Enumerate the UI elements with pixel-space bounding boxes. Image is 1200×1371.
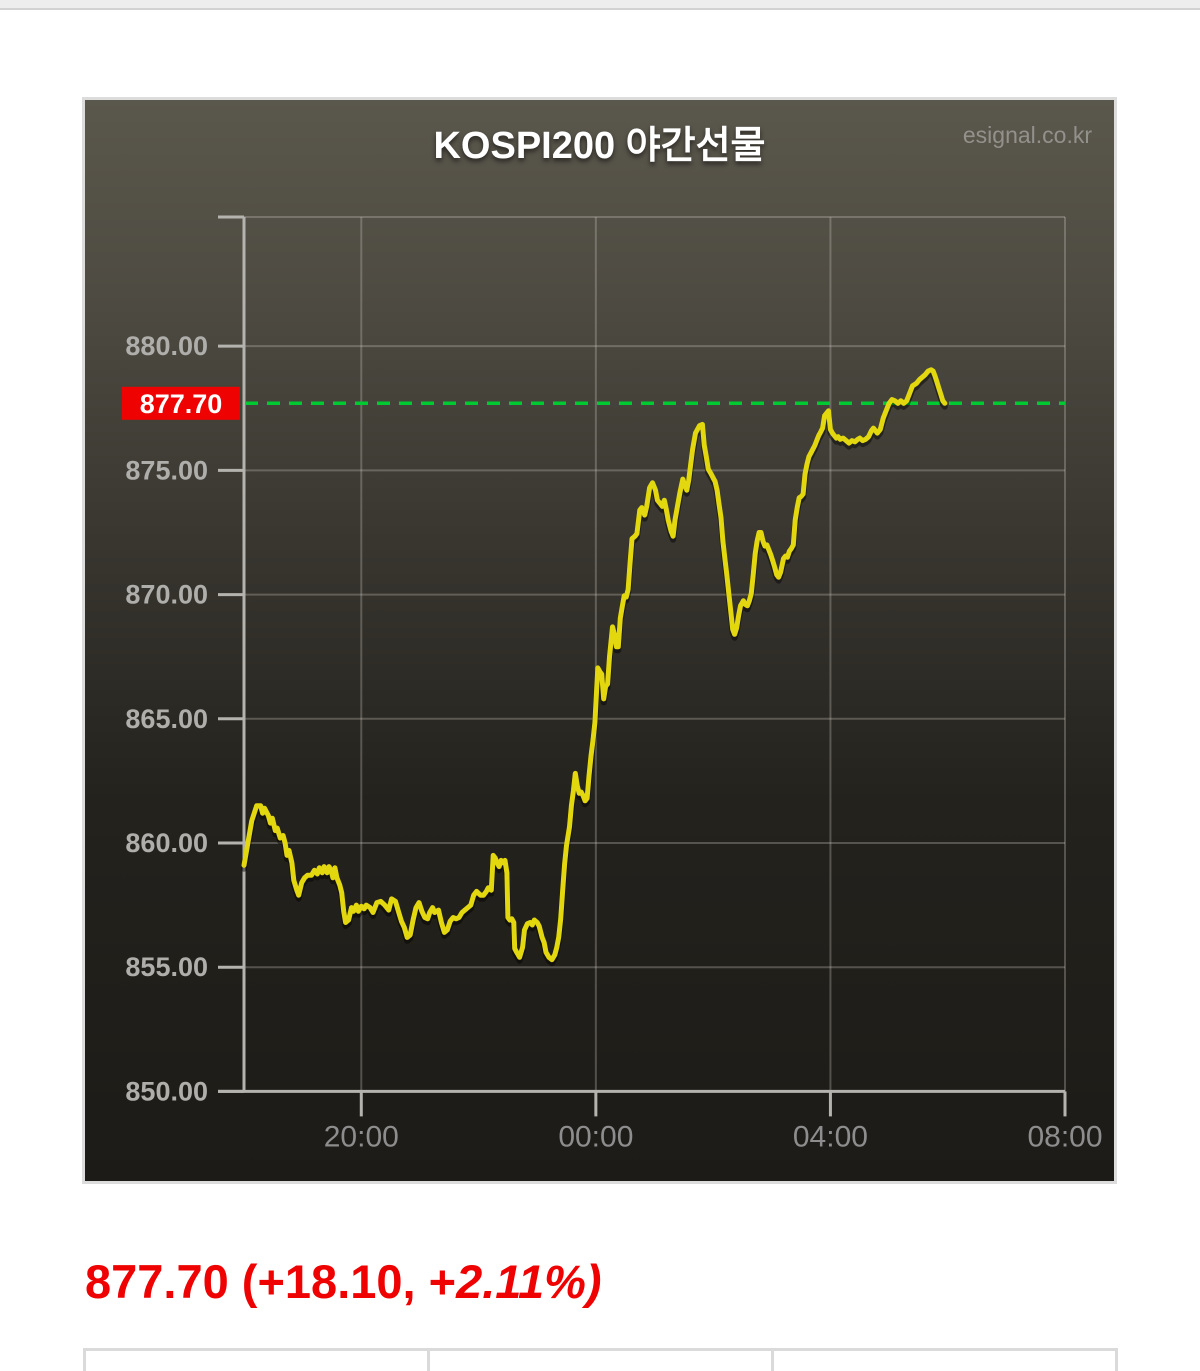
x-axis-label: 08:00 bbox=[1027, 1120, 1102, 1153]
chart-panel: KOSPI200 야간선물 esignal.co.kr 20:00 00:00 04… bbox=[82, 97, 1117, 1184]
x-axis-label: 04:00 bbox=[793, 1120, 868, 1153]
bottom-table-cell bbox=[430, 1351, 774, 1371]
x-axis-label: 00:00 bbox=[558, 1120, 633, 1153]
y-axis-label: 875.00 bbox=[125, 455, 208, 485]
chart-title: KOSPI200 야간선물 bbox=[433, 125, 766, 167]
price-summary-percent: 2.11%) bbox=[456, 1255, 602, 1308]
y-axis-label: 860.00 bbox=[125, 828, 208, 858]
bottom-table-cell bbox=[774, 1351, 1118, 1371]
price-summary: 877.70 (+18.10, +2.11%) bbox=[85, 1254, 602, 1309]
top-divider-bar bbox=[0, 0, 1200, 10]
price-line bbox=[241, 367, 948, 963]
price-summary-main: 877.70 (+18.10, + bbox=[85, 1255, 457, 1308]
y-axis-label: 850.00 bbox=[125, 1076, 208, 1106]
bottom-table bbox=[83, 1348, 1118, 1371]
y-axis-label: 880.00 bbox=[125, 331, 208, 361]
y-axis-label: 870.00 bbox=[125, 580, 208, 610]
bottom-table-cell bbox=[86, 1351, 430, 1371]
current-price-badge: 877.70 bbox=[140, 389, 223, 419]
x-axis-label: 20:00 bbox=[324, 1120, 399, 1153]
watermark-esignal: esignal.co.kr bbox=[962, 122, 1092, 148]
y-axis-label: 865.00 bbox=[125, 704, 208, 734]
price-chart: 20:00 00:00 04:00 08:00 880.00 875.00 870.00 86… bbox=[122, 215, 1103, 1153]
y-axis-label: 855.00 bbox=[125, 952, 208, 982]
